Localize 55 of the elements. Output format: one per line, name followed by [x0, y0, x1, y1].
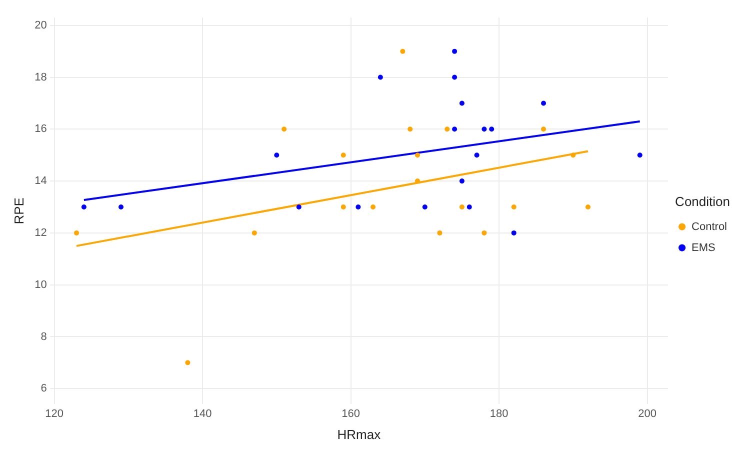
point	[340, 204, 346, 210]
legend-label: EMS	[692, 242, 716, 254]
point	[452, 126, 458, 132]
point	[637, 152, 642, 158]
x-axis-title: HRmax	[337, 426, 382, 442]
point	[452, 74, 458, 80]
point	[408, 126, 413, 132]
y-tick-label: 18	[34, 71, 47, 84]
point	[422, 204, 428, 210]
point	[459, 204, 464, 210]
point	[274, 152, 280, 158]
point	[414, 152, 420, 158]
point	[459, 178, 464, 184]
point	[482, 126, 487, 132]
point	[437, 230, 442, 236]
point	[296, 204, 302, 210]
point	[378, 74, 383, 80]
point	[81, 204, 86, 210]
x-tick-label: 200	[638, 408, 656, 420]
point	[459, 100, 464, 106]
y-tick-label: 8	[40, 330, 47, 343]
point	[185, 360, 190, 366]
point	[585, 204, 590, 210]
point	[118, 204, 124, 210]
point	[511, 230, 516, 236]
point	[482, 230, 487, 236]
point	[466, 204, 472, 210]
y-tick-label: 16	[34, 123, 47, 136]
point	[252, 230, 257, 236]
point	[511, 204, 516, 210]
point	[282, 126, 287, 132]
y-tick-label: 14	[34, 175, 47, 188]
x-tick-label: 180	[490, 408, 508, 420]
legend-title: Condition	[675, 194, 730, 209]
point	[474, 152, 480, 158]
y-tick-label: 20	[34, 19, 47, 32]
point	[400, 48, 406, 54]
point	[356, 204, 361, 210]
legend-label: Control	[692, 220, 728, 233]
point	[489, 126, 494, 132]
point	[452, 48, 458, 54]
x-tick-label: 160	[342, 408, 360, 420]
y-tick-label: 6	[40, 382, 47, 395]
y-tick-label: 10	[34, 278, 47, 291]
point	[340, 152, 346, 158]
point	[444, 126, 450, 132]
point	[370, 204, 376, 210]
x-tick-label: 120	[45, 408, 64, 420]
point	[570, 152, 576, 158]
point	[541, 100, 546, 106]
y-axis-title: RPE	[11, 197, 26, 224]
x-tick-label: 140	[193, 408, 212, 420]
point	[541, 126, 546, 132]
y-tick-label: 12	[34, 226, 47, 239]
point	[74, 230, 80, 236]
